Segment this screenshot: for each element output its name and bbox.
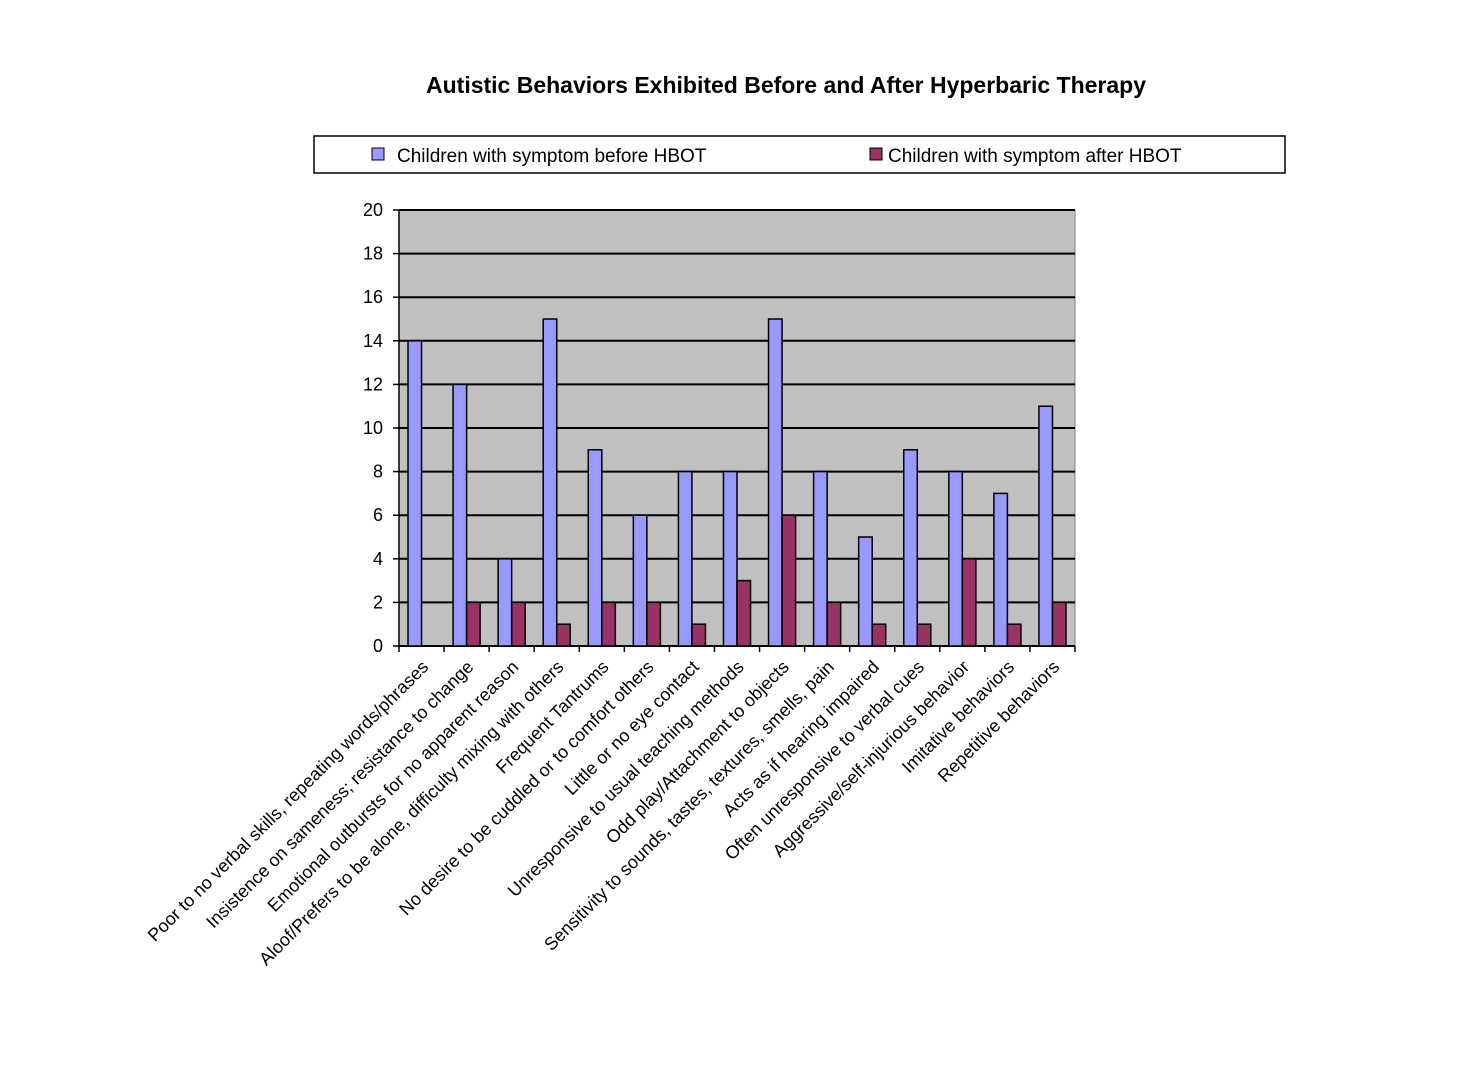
bar-before [632,514,648,647]
legend-swatch-before [371,147,385,161]
legend-box [313,135,1286,174]
y-tick-label: 18 [363,244,383,264]
bar-before [993,492,1009,647]
x-tick-label: Aloof/Prefers to be alone, difficulty mi… [255,657,567,969]
bar-after [691,623,707,647]
y-tick-label: 0 [373,636,383,656]
bar-after [781,514,797,647]
legend: Children with symptom before HBOT Childr… [313,135,1286,174]
y-tick-label: 12 [363,374,383,394]
bar-before [948,470,964,647]
y-tick-label: 16 [363,287,383,307]
bar-before [767,318,783,647]
y-tick-label: 14 [363,331,383,351]
bar-before [902,449,919,647]
bar-after [646,601,662,647]
y-tick-label: 10 [363,418,383,438]
y-tick-label: 2 [373,592,383,612]
bar-after [555,623,572,647]
y-tick-label: 4 [373,549,383,569]
bar-after [826,601,842,647]
y-tick-label: 20 [363,200,383,220]
legend-label-after: Children with symptom after HBOT [888,146,1182,167]
bar-after [961,558,977,647]
bar-before [497,558,513,647]
bar-before [857,536,873,647]
bar-after [510,601,526,647]
legend-label-before: Children with symptom before HBOT [397,146,707,167]
bar-after [1006,623,1022,647]
bar-before [722,470,738,647]
y-tick-label: 8 [373,462,383,482]
bar-before [452,383,468,647]
bar-after [1051,601,1067,647]
bar-after [916,623,932,647]
bar-before [812,470,828,647]
chart-title: Autistic Behaviors Exhibited Before and … [426,72,1146,98]
bar-after [871,623,887,647]
bar-before [1038,405,1054,647]
bar-before [677,470,693,647]
bar-before [587,449,603,647]
bar-after [601,601,617,647]
bar-after [736,579,752,647]
bar-before [407,340,423,647]
y-tick-label: 6 [373,505,383,525]
legend-swatch-after [869,147,883,161]
bar-before [542,318,558,647]
bar-after [465,601,481,647]
